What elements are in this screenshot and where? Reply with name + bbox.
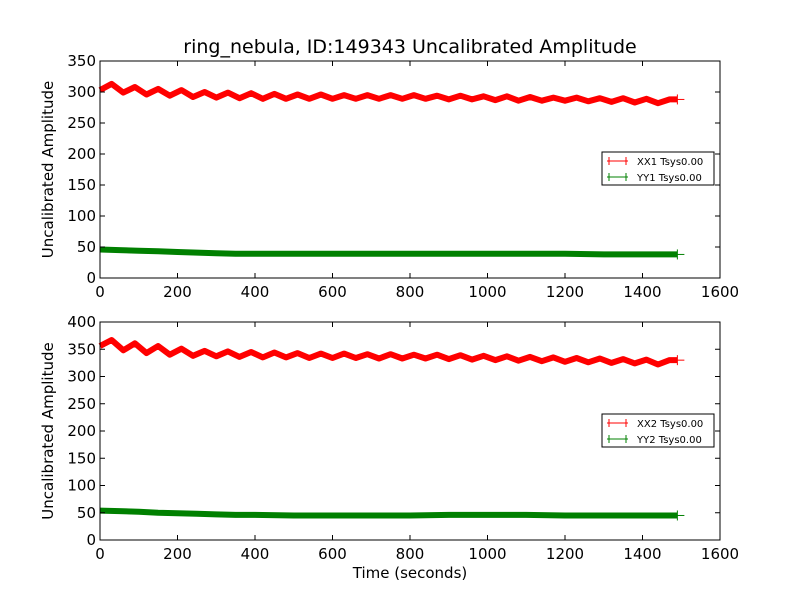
x-tick-label: 0 [95, 545, 105, 563]
y-tick-label: 150 [67, 449, 96, 467]
y-tick-label: 100 [67, 207, 96, 225]
x-tick-label: 1400 [623, 283, 661, 301]
y-tick-label: 100 [67, 477, 96, 495]
x-tick-label: 800 [396, 283, 425, 301]
y-tick-label: 400 [67, 313, 96, 331]
y-tick-label: 150 [67, 176, 96, 194]
y-tick-label: 300 [67, 83, 96, 101]
series-xx1 [98, 80, 685, 107]
y-tick-label: 200 [67, 145, 96, 163]
y-tick-label: 50 [77, 238, 96, 256]
y-axis-label: Uncalibrated Amplitude [39, 81, 57, 258]
y-tick-label: 350 [67, 52, 96, 70]
x-tick-label: 200 [163, 283, 192, 301]
series-line [98, 80, 678, 107]
legend-entry: XX1 Tsys0.00 [607, 157, 703, 168]
y-tick-label: 0 [86, 531, 96, 549]
x-tick-label: 600 [318, 545, 347, 563]
bottom-subplot: 0 200 400 600 800 1000 1200 1400 1600 0 50 100 150 20… [39, 313, 739, 582]
series-yy1 [99, 246, 685, 260]
x-tick-label: 1200 [546, 545, 584, 563]
x-tick-label: 1000 [468, 545, 506, 563]
series-yy2 [99, 507, 685, 521]
x-tick-label: 200 [163, 545, 192, 563]
chart-title: ring_nebula, ID:149343 Uncalibrated Ampl… [183, 36, 636, 58]
x-tick-label: 600 [318, 283, 347, 301]
series-xx2 [98, 337, 685, 368]
series-line [99, 507, 678, 519]
x-axis-label: Time (seconds) [352, 564, 468, 582]
y-tick-label: 250 [67, 114, 96, 132]
x-tick-label: 0 [95, 283, 105, 301]
y-tick-label: 50 [77, 504, 96, 522]
series-line [99, 246, 678, 258]
legend-label: XX2 Tsys0.00 [637, 419, 703, 430]
x-tick-label: 800 [396, 545, 425, 563]
legend-entry: YY2 Tsys0.00 [607, 435, 702, 446]
y-tick-label: 300 [67, 368, 96, 386]
x-tick-label: 400 [241, 545, 270, 563]
x-tick-label: 1600 [701, 283, 739, 301]
x-tick-label: 1000 [468, 283, 506, 301]
x-tick-label: 1600 [701, 545, 739, 563]
legend: XX1 Tsys0.00 YY1 Tsys0.00 [601, 151, 715, 186]
legend-label: YY2 Tsys0.00 [636, 435, 702, 446]
legend-entry: XX2 Tsys0.00 [607, 419, 703, 430]
top-subplot: 0 200 400 600 800 1000 1200 1400 1600 0 50 100 150 20… [39, 52, 739, 301]
y-tick-label: 350 [67, 340, 96, 358]
y-tick-label: 250 [67, 395, 96, 413]
y-tick-label: 0 [86, 269, 96, 287]
x-tick-label: 1200 [546, 283, 584, 301]
y-axis-label: Uncalibrated Amplitude [39, 342, 57, 519]
x-tick-label: 400 [241, 283, 270, 301]
legend-entry: YY1 Tsys0.00 [607, 173, 702, 184]
legend: XX2 Tsys0.00 YY2 Tsys0.00 [601, 413, 715, 448]
legend-box [601, 151, 715, 186]
x-tick-label: 1400 [623, 545, 661, 563]
y-tick-label: 200 [67, 422, 96, 440]
series-line [98, 337, 678, 368]
legend-box [601, 413, 715, 448]
legend-label: YY1 Tsys0.00 [636, 173, 702, 184]
legend-label: XX1 Tsys0.00 [637, 157, 703, 168]
